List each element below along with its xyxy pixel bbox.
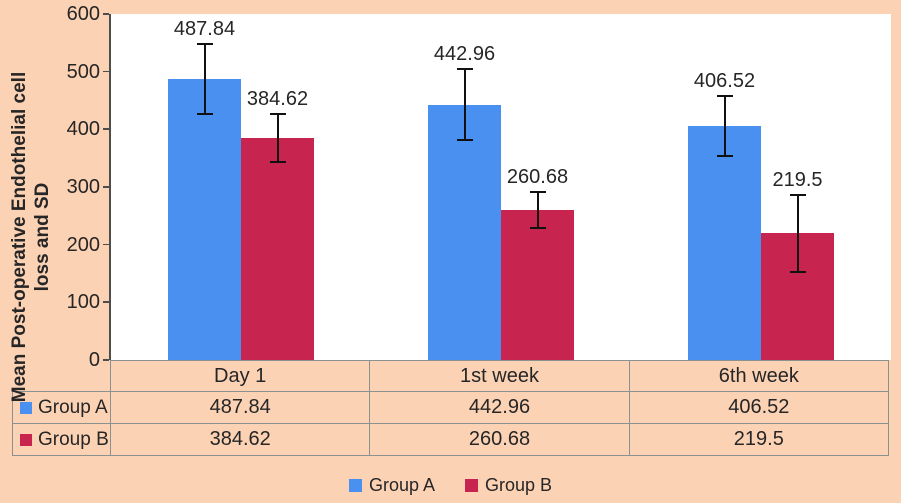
- data-label-group-a-day-1: 487.84: [173, 17, 236, 40]
- error-bar-group-a-1st-week: [463, 68, 466, 141]
- y-tick-mark-0: [103, 359, 109, 361]
- y-tick-mark-400: [103, 128, 109, 130]
- table-value-group-a-1st-week: 442.96: [370, 392, 630, 424]
- y-axis-line: [109, 14, 111, 360]
- legend-item-group-a: Group A: [348, 474, 435, 496]
- table-legend-key-group-a-icon: [20, 401, 32, 414]
- bar-group-b-day-1: [241, 138, 314, 360]
- legend-item-group-b: Group B: [465, 475, 552, 496]
- data-label-group-a-1st-week: 442.96: [433, 42, 496, 65]
- data-label-group-b-day-1: 384.62: [246, 87, 309, 110]
- table-header-day-1: Day 1: [111, 360, 371, 392]
- table-value-group-b-6th-week: 219.5: [629, 424, 889, 456]
- y-tick-label-200: 200: [66, 233, 100, 256]
- table-row-label-text: Group A: [38, 396, 108, 418]
- y-tick-mark-500: [103, 70, 109, 73]
- error-bar-cap-bottom-group-b-6th-week: [789, 271, 806, 274]
- error-bar-cap-top-group-a-1st-week: [456, 67, 473, 70]
- table-row-label-text: Group B: [38, 428, 109, 450]
- legend-key-group-a-icon: [348, 478, 362, 492]
- data-label-group-a-6th-week: 406.52: [693, 69, 756, 92]
- bar-group-a-1st-week: [428, 104, 501, 360]
- data-label-group-b-1st-week: 260.68: [506, 165, 569, 188]
- error-bar-cap-top-group-b-6th-week: [789, 193, 806, 196]
- error-bar-group-b-day-1: [276, 113, 279, 163]
- y-tick-label-500: 500: [66, 60, 100, 83]
- table-row-label-group-a: Group A: [12, 392, 111, 424]
- y-tick-mark-300: [103, 186, 109, 188]
- y-axis-title-line1: Mean Post-operative Endothelial cell: [9, 71, 30, 403]
- error-bar-cap-top-group-a-day-1: [196, 42, 213, 45]
- y-axis-title: Mean Post-operative Endothelial cell los…: [8, 2, 54, 472]
- error-bar-cap-top-group-b-day-1: [269, 112, 286, 115]
- bar-group-a-6th-week: [688, 125, 761, 360]
- table-legend-key-group-b-icon: [20, 433, 32, 446]
- table-header-1st-week: 1st week: [370, 360, 630, 392]
- error-bar-cap-bottom-group-b-day-1: [269, 161, 286, 164]
- table-value-group-a-6th-week: 406.52: [629, 392, 889, 424]
- table-value-group-a-day-1: 487.84: [111, 392, 371, 424]
- table-value-group-b-1st-week: 260.68: [370, 424, 630, 456]
- table-row-label-group-b: Group B: [12, 424, 111, 456]
- bar-group-a-day-1: [168, 78, 241, 360]
- y-tick-label-600: 600: [66, 3, 100, 25]
- chart-legend: Group A Group B: [0, 472, 901, 498]
- error-bar-group-b-1st-week: [536, 191, 539, 228]
- y-tick-label-0: 0: [88, 349, 100, 371]
- error-bar-cap-bottom-group-a-day-1: [196, 112, 213, 115]
- error-bar-cap-bottom-group-a-1st-week: [456, 139, 473, 142]
- bar-group-b-1st-week: [501, 209, 574, 360]
- error-bar-cap-top-group-a-6th-week: [716, 94, 733, 97]
- legend-key-group-b-icon: [465, 478, 478, 492]
- y-tick-mark-100: [103, 301, 109, 303]
- legend-label-group-b: Group B: [485, 474, 553, 495]
- error-bar-cap-top-group-b-1st-week: [529, 190, 546, 193]
- table-value-group-b-day-1: 384.62: [111, 424, 371, 456]
- y-tick-mark-200: [103, 243, 109, 246]
- data-label-group-b-6th-week: 219.5: [772, 168, 823, 191]
- error-bar-group-b-6th-week: [796, 194, 799, 273]
- error-bar-cap-bottom-group-a-6th-week: [716, 154, 733, 157]
- y-tick-label-400: 400: [66, 118, 100, 141]
- error-bar-group-a-6th-week: [723, 95, 726, 156]
- legend-label-group-a: Group A: [368, 474, 435, 495]
- y-tick-label-100: 100: [66, 291, 100, 314]
- error-bar-group-a-day-1: [203, 43, 206, 114]
- y-axis-title-line2: loss and SD: [32, 182, 53, 292]
- table-corner-cell: [12, 360, 111, 392]
- y-tick-label-300: 300: [66, 176, 100, 198]
- y-tick-mark-600: [103, 13, 109, 15]
- table-header-6th-week: 6th week: [629, 360, 889, 392]
- error-bar-cap-bottom-group-b-1st-week: [529, 226, 546, 229]
